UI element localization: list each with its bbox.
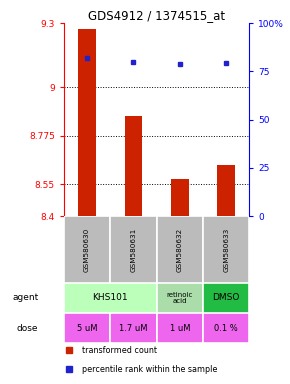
Bar — [64, 313, 110, 343]
Text: 1.7 uM: 1.7 uM — [119, 323, 148, 333]
Bar — [157, 283, 203, 313]
Bar — [157, 216, 203, 283]
Text: 5 uM: 5 uM — [77, 323, 97, 333]
Text: percentile rank within the sample: percentile rank within the sample — [82, 364, 218, 374]
Text: GSM580633: GSM580633 — [223, 227, 229, 271]
Text: KHS101: KHS101 — [93, 293, 128, 302]
Text: transformed count: transformed count — [82, 346, 157, 355]
Bar — [78, 30, 96, 216]
Bar — [157, 313, 203, 343]
Text: GSM580630: GSM580630 — [84, 227, 90, 271]
Bar — [125, 116, 142, 216]
Bar — [64, 216, 110, 283]
Bar — [64, 283, 157, 313]
Text: retinoic
acid: retinoic acid — [167, 291, 193, 304]
Bar — [110, 313, 157, 343]
Text: GSM580632: GSM580632 — [177, 227, 183, 271]
Text: GSM580631: GSM580631 — [130, 227, 136, 271]
Bar — [203, 216, 249, 283]
Text: agent: agent — [12, 293, 38, 302]
Bar — [171, 179, 188, 216]
Text: 1 uM: 1 uM — [170, 323, 190, 333]
Text: DMSO: DMSO — [213, 293, 240, 302]
Bar — [203, 283, 249, 313]
Text: dose: dose — [17, 323, 38, 333]
Title: GDS4912 / 1374515_at: GDS4912 / 1374515_at — [88, 9, 225, 22]
Bar — [203, 313, 249, 343]
Text: 0.1 %: 0.1 % — [214, 323, 238, 333]
Bar — [218, 165, 235, 216]
Bar — [110, 216, 157, 283]
